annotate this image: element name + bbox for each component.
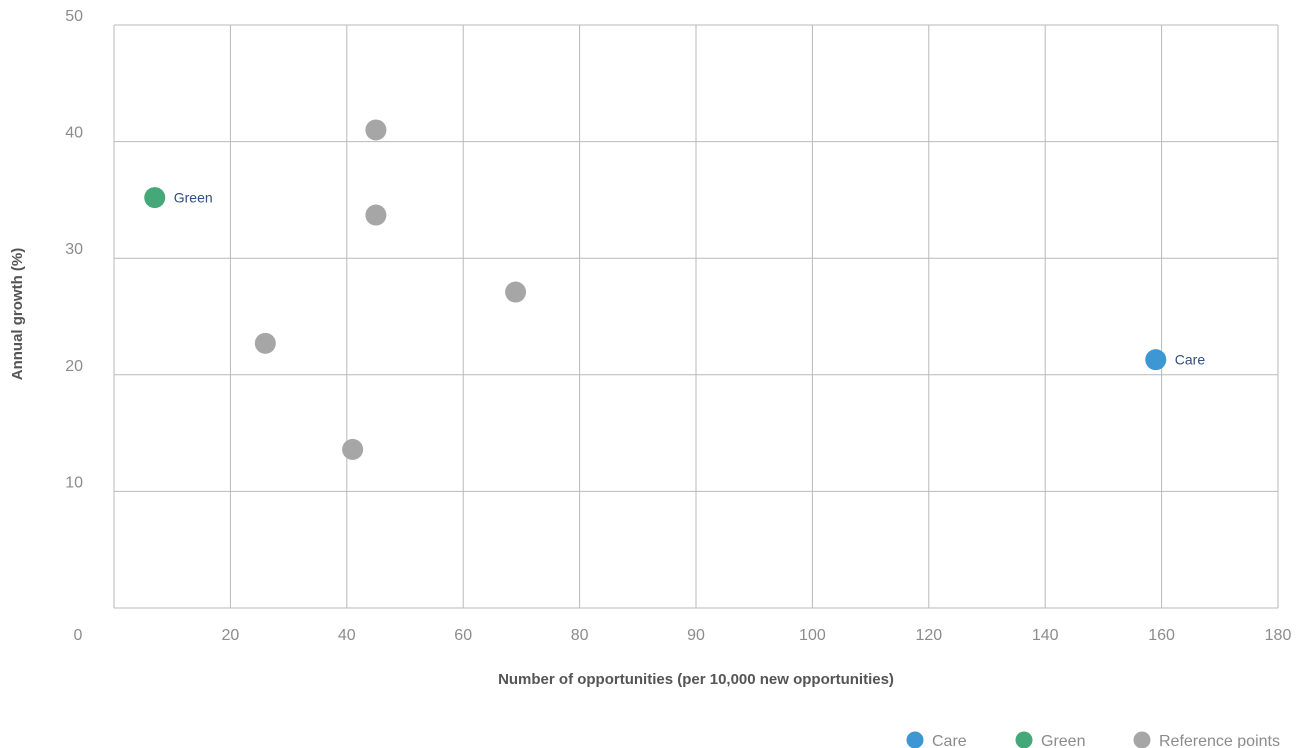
x-tick-label: 180 (1265, 627, 1292, 644)
legend-swatch (1133, 731, 1151, 748)
y-axis-ticks: 10 20 30 40 50 (65, 8, 83, 491)
x-tick-label: 100 (799, 627, 826, 644)
legend-label: Green (1041, 733, 1085, 748)
data-point (254, 332, 276, 354)
data-point-label: Care (1175, 352, 1206, 368)
x-axis-title: Number of opportunities (per 10,000 new … (498, 671, 894, 688)
y-tick-label: 40 (65, 125, 83, 142)
x-axis-ticks: 0 20 40 60 80 90 100 120 140 160 180 (74, 627, 1292, 644)
grid (113, 24, 1279, 609)
y-tick-label: 10 (65, 474, 83, 491)
data-point-label: Green (174, 190, 213, 206)
x-tick-label: 160 (1148, 627, 1175, 644)
x-tick-label: 140 (1032, 627, 1059, 644)
x-tick-label: 60 (454, 627, 472, 644)
legend-label: Reference points (1159, 733, 1280, 748)
y-axis-title: Annual growth (%) (9, 248, 26, 380)
data-point (505, 281, 527, 303)
data-point (342, 438, 364, 460)
x-tick-label: 80 (571, 627, 589, 644)
x-tick-label: 120 (915, 627, 942, 644)
legend: Care Green Reference points (906, 731, 1280, 748)
legend-swatch (906, 731, 924, 748)
data-points: Care Green (144, 119, 1206, 460)
y-tick-label: 30 (65, 241, 83, 258)
x-tick-label: 40 (338, 627, 356, 644)
x-tick-label: 0 (74, 627, 83, 644)
legend-swatch (1015, 731, 1033, 748)
data-point (365, 119, 387, 141)
legend-label: Care (932, 733, 967, 748)
data-point (1145, 349, 1167, 371)
data-point (144, 187, 166, 209)
x-tick-label: 20 (222, 627, 240, 644)
y-tick-label: 50 (65, 8, 83, 25)
x-tick-label: 90 (687, 627, 705, 644)
y-tick-label: 20 (65, 358, 83, 375)
data-point (365, 204, 387, 226)
